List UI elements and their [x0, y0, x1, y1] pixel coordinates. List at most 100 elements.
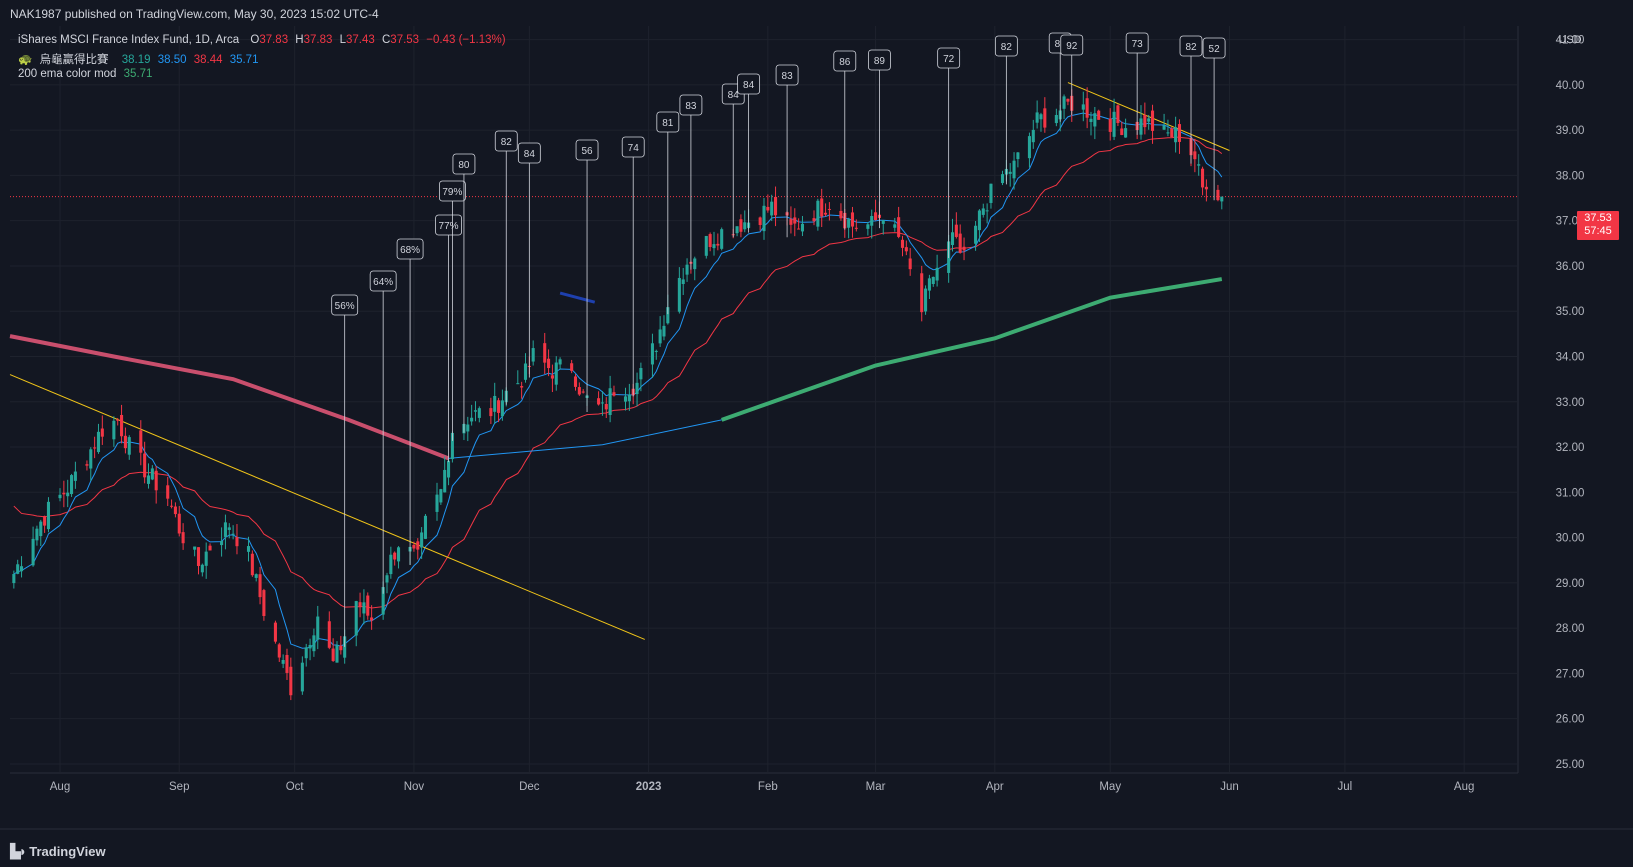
- candle-body: [447, 460, 451, 478]
- candle-body: [950, 232, 955, 246]
- x-tick-label: Jun: [1220, 781, 1239, 793]
- annotation-box: [656, 111, 680, 133]
- annotation-box: [833, 50, 857, 72]
- candle-body: [285, 654, 289, 673]
- candle-body: [874, 212, 878, 221]
- y-tick-label: 26.00: [1556, 714, 1585, 726]
- annotation-box: [331, 294, 359, 316]
- candle-body: [712, 244, 716, 249]
- candle-body: [789, 219, 793, 225]
- x-tick-label: Aug: [1454, 781, 1474, 793]
- change-value: −0.43 (−1.13%): [426, 34, 506, 46]
- last-price: 37.53: [1584, 212, 1612, 224]
- candle-body: [685, 264, 689, 275]
- candle-body: [1035, 112, 1039, 123]
- candle-body: [623, 396, 628, 402]
- candle-body: [1093, 113, 1097, 127]
- annotation-label: 82: [501, 137, 513, 148]
- y-tick-label: 29.00: [1556, 578, 1585, 590]
- candle-body: [20, 566, 24, 572]
- publisher-header: NAK1987 published on TradingView.com, Ma…: [10, 7, 379, 21]
- candle-body: [1124, 128, 1128, 138]
- candle-body: [316, 616, 320, 640]
- annotation-box: [994, 35, 1018, 57]
- candle-body: [570, 363, 574, 371]
- y-tick-label: 35.00: [1556, 306, 1585, 318]
- candle-body: [1000, 174, 1005, 184]
- open-value: O37.83: [250, 34, 289, 46]
- candle-body: [543, 343, 547, 363]
- y-tick-label: 33.00: [1556, 397, 1585, 409]
- last-price-tag: 37.53 57:45: [1577, 211, 1619, 240]
- annotation-label: 84: [743, 80, 755, 91]
- candle-body: [73, 471, 77, 481]
- high-value: H37.83: [295, 34, 333, 46]
- candle-body: [1120, 128, 1124, 135]
- candle-body: [708, 234, 712, 248]
- y-tick-label: 25.00: [1556, 759, 1585, 771]
- candle-body: [1147, 118, 1151, 122]
- candle-body: [16, 564, 20, 574]
- annotation-label: 83: [782, 71, 794, 82]
- annotation-box: [1125, 32, 1149, 54]
- y-tick-label: 32.00: [1556, 442, 1585, 454]
- candle-body: [139, 430, 143, 453]
- candle-body: [1220, 196, 1224, 202]
- y-tick-label: 41.00: [1556, 35, 1585, 47]
- candle-body: [327, 621, 331, 648]
- candle-body: [981, 208, 985, 215]
- annotation-label: 52: [1209, 44, 1221, 55]
- y-tick-label: 40.00: [1556, 80, 1585, 92]
- low-value: L37.43: [339, 34, 375, 46]
- downtrend-line: [9, 374, 645, 640]
- indicator2-value: 35.71: [123, 68, 153, 80]
- annotation-label: 83: [685, 101, 697, 112]
- annotation-box: [1060, 34, 1084, 56]
- candle-body: [381, 587, 385, 615]
- candle-body: [96, 431, 101, 453]
- annotation-label: 56: [581, 146, 593, 157]
- candle-body: [762, 205, 766, 232]
- candle-body: [597, 398, 601, 405]
- candle-body: [220, 540, 224, 546]
- candle-body: [435, 494, 439, 512]
- annotation-box: [452, 153, 476, 175]
- candle-body: [235, 536, 239, 547]
- candle-body: [1193, 151, 1197, 160]
- candle-body: [774, 196, 778, 216]
- candle-body: [554, 362, 558, 385]
- tradingview-footer[interactable]: ▙◗ TradingView: [10, 843, 106, 860]
- candle-body: [46, 501, 51, 530]
- candle-body: [573, 376, 578, 387]
- candle-body: [693, 258, 697, 270]
- annotation-box: [737, 73, 761, 95]
- candle-body: [273, 622, 277, 642]
- ema200-down-line: [9, 334, 450, 461]
- candle-body: [1031, 129, 1035, 143]
- turtle-icon: 🐢: [18, 54, 33, 66]
- candle-body: [258, 574, 262, 598]
- indicator1-legend[interactable]: 🐢 烏龜贏得比賽 38.19 38.50 38.44 35.71: [18, 51, 262, 67]
- x-tick-label: Dec: [519, 781, 540, 793]
- candle-body: [547, 358, 551, 369]
- candle-body: [1066, 98, 1070, 102]
- candle-body: [704, 235, 708, 256]
- candle-body: [739, 219, 743, 232]
- candle-body: [1170, 128, 1174, 138]
- annotation-box: [621, 136, 645, 158]
- candle-body: [870, 216, 874, 226]
- candle-body: [1216, 189, 1220, 201]
- candle-body: [289, 666, 293, 696]
- indicator2-legend[interactable]: 200 ema color mod 35.71: [18, 68, 156, 80]
- close-value: C37.53: [381, 34, 420, 46]
- symbol-legend[interactable]: iShares MSCI France Index Fund, 1D, Arca…: [18, 34, 510, 46]
- candle-body: [1085, 98, 1089, 118]
- candle-body: [277, 644, 281, 658]
- candle-body: [635, 382, 639, 395]
- candle-body: [1143, 114, 1147, 128]
- candle-body: [362, 602, 366, 614]
- candle-body: [62, 492, 66, 495]
- candle-body: [35, 528, 39, 541]
- indicator1-value-4: 35.71: [229, 54, 259, 66]
